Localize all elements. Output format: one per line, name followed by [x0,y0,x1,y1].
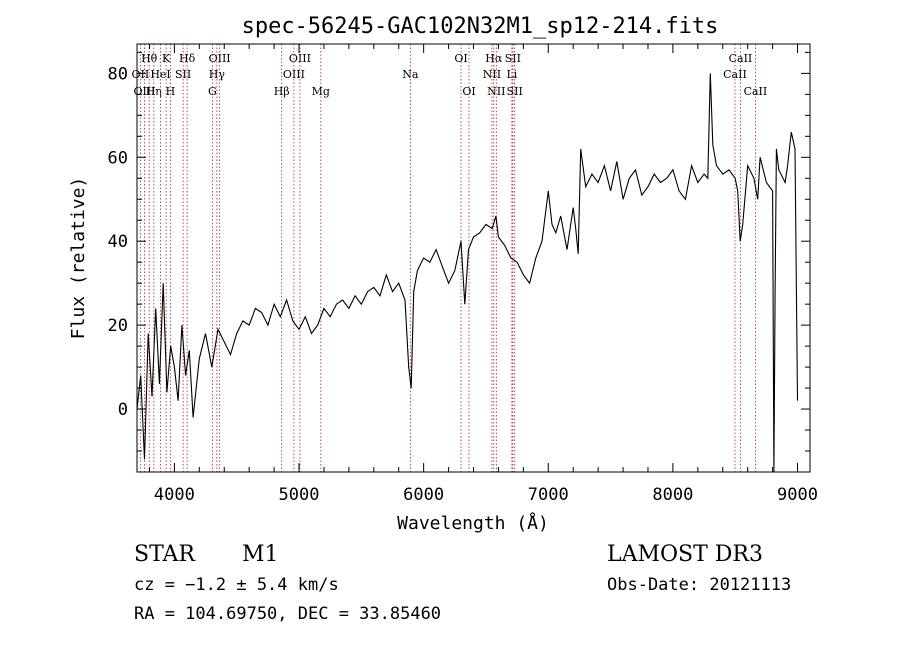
y-axis-label: Flux (relative) [68,177,89,340]
marker-label-19: Hα [485,52,503,65]
y-tick-label: 60 [108,148,128,168]
marker-label-13: OIII [289,52,311,65]
y-tick-label: 80 [108,64,128,84]
marker-label-4: HeI [150,68,170,81]
marker-label-25: CaII [729,52,753,65]
marker-label-16: Na [402,68,419,81]
marker-label-26: CaII [723,68,747,81]
chart-title: spec-56245-GAC102N32M1_sp12-214.fits [242,14,719,39]
obs-date: Obs-Date: 20121113 [607,575,791,595]
marker-label-10: Hγ [209,68,226,81]
subclass: M1 [242,542,279,567]
marker-label-22: SII [505,52,521,65]
marker-label-0: Hθ [141,52,158,65]
marker-label-7: SII [175,68,191,81]
marker-label-14: OIII [283,68,305,81]
marker-label-17: OI [454,52,467,65]
marker-label-23: Li [506,68,517,81]
marker-label-12: Hβ [274,85,290,98]
marker-label-6: H [166,85,176,98]
marker-label-1: OII [132,68,150,81]
spectrum-line [136,73,799,473]
marker-label-3: Hη [146,85,162,98]
y-tick-label: 0 [118,400,128,420]
marker-label-21: NII [487,85,505,98]
x-axis-label: Wavelength (Å) [397,512,549,534]
marker-label-18: OI [462,85,475,98]
x-tick-label: 6000 [403,485,444,505]
x-tick-label: 9000 [777,485,818,505]
cz-value: cz = −1.2 ± 5.4 km/s [134,575,339,595]
x-axis: 4000 5000 6000 7000 8000 9000 [148,44,818,505]
marker-label-20: NII [483,68,501,81]
marker-label-11: G [208,85,217,98]
x-tick-label: 5000 [279,485,320,505]
ra-dec: RA = 104.69750, DEC = 33.85460 [134,604,441,624]
marker-label-8: Hδ [179,52,196,65]
marker-label-24: SII [507,85,523,98]
y-tick-label: 40 [108,232,128,252]
marker-label-27: CaII [744,85,768,98]
x-tick-label: 8000 [652,485,693,505]
y-tick-label: 20 [108,316,128,336]
x-tick-label: 4000 [154,485,195,505]
marker-label-5: K [162,52,171,65]
marker-label-15: Mg [312,85,330,98]
x-tick-label: 7000 [528,485,569,505]
marker-label-9: OIII [209,52,231,65]
survey-name: LAMOST DR3 [607,542,763,567]
y-axis: 0 20 40 60 80 [108,51,810,452]
object-class: STAR [134,542,196,567]
